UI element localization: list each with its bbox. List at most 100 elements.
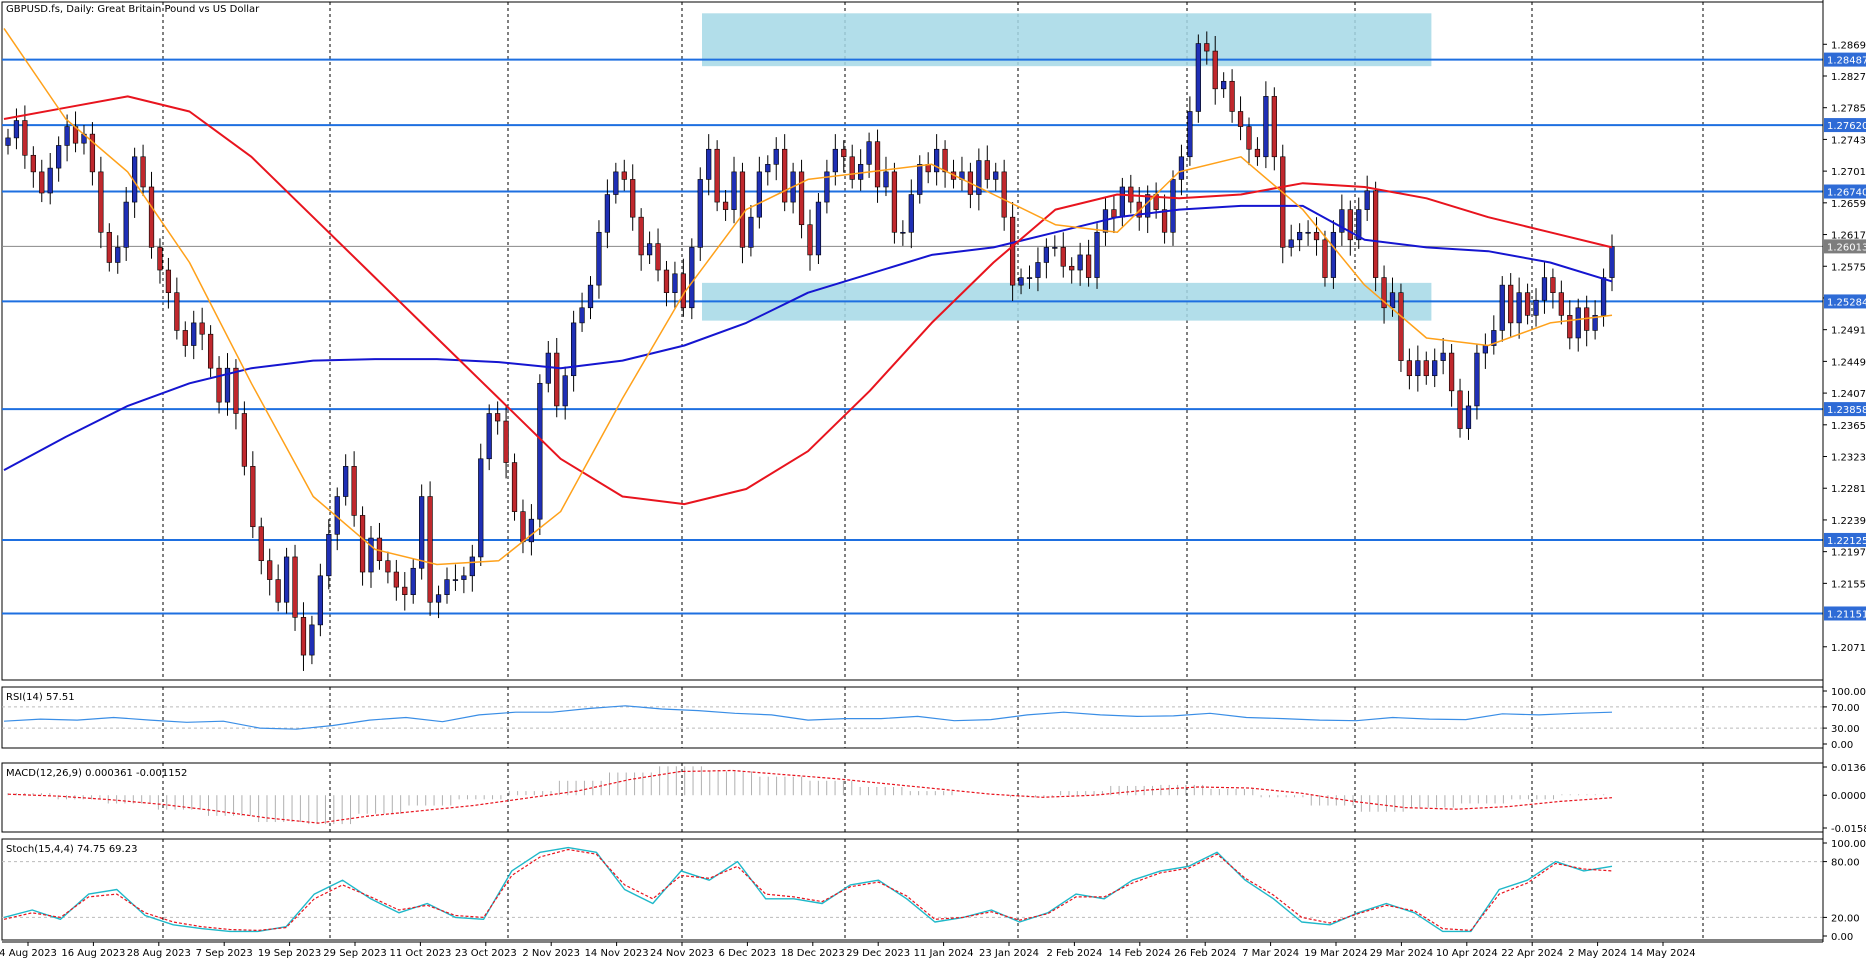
current-price-label: 1.26013: [1827, 242, 1866, 253]
macd-panel[interactable]: 0.013681 0.000000 -0.015894: [1, 762, 1866, 835]
bear-candle: [39, 171, 45, 194]
bear-candle: [1237, 111, 1244, 127]
bull-candle: [1221, 80, 1227, 90]
price-tick-label: 1.26170: [1831, 231, 1866, 242]
price-tick-label: 1.27430: [1831, 135, 1866, 146]
bull-candle: [478, 458, 484, 558]
bull-candle: [1533, 299, 1539, 316]
bear-candle: [739, 171, 746, 248]
bull-candle: [908, 194, 914, 233]
bear-candle: [140, 156, 146, 188]
bull-candle: [773, 148, 779, 165]
bull-candle: [1491, 330, 1497, 346]
level-price-label: 1.21151: [1827, 609, 1866, 620]
supply-demand-zone: [702, 13, 1432, 67]
level-price-label: 1.26740: [1827, 188, 1866, 199]
bull-candle: [1035, 262, 1041, 278]
bull-candle: [5, 137, 11, 146]
bear-candle: [1313, 231, 1320, 241]
bear-candle: [174, 292, 180, 331]
bull-candle: [579, 307, 585, 324]
bull-candle: [748, 216, 754, 248]
bear-candle: [393, 571, 399, 588]
bear-candle: [1161, 209, 1168, 233]
time-label: 22 Apr 2024: [1501, 948, 1563, 959]
stochastic-label: Stoch(15,4,4) 74.75 69.23: [6, 844, 137, 855]
time-label: 28 Aug 2023: [127, 948, 191, 959]
bear-candle: [1280, 156, 1286, 248]
indicator-tick-label: 0.00: [1831, 932, 1853, 943]
time-label: 19 Mar 2024: [1304, 948, 1367, 959]
bull-candle: [1018, 277, 1024, 286]
bear-candle: [216, 367, 222, 403]
bull-candle: [1482, 345, 1488, 354]
bull-candle: [1094, 231, 1100, 278]
bull-candle: [191, 322, 197, 346]
bear-candle: [22, 120, 28, 156]
bear-candle: [807, 224, 813, 256]
rsi-label: RSI(14) 57.51: [6, 692, 75, 703]
bear-candle: [250, 466, 256, 528]
stochastic-main-line: [3, 846, 1613, 933]
bull-candle: [1305, 231, 1311, 234]
bear-candle: [503, 420, 509, 463]
bear-candle: [1567, 315, 1573, 339]
bull-candle: [1170, 179, 1176, 233]
bull-candle: [1077, 254, 1083, 271]
bull-candle: [1516, 292, 1522, 324]
bear-candle: [165, 269, 172, 293]
bull-candle: [866, 141, 872, 165]
stochastic-panel[interactable]: 100.00 80.00 20.00 0.00: [1, 838, 1866, 943]
level-price-label: 1.27620: [1827, 121, 1866, 132]
bear-candle: [655, 243, 661, 271]
time-label: 2 May 2024: [1568, 948, 1627, 959]
bull-candle: [1119, 186, 1125, 218]
bull-candle: [545, 352, 551, 384]
level-price-tag: [1824, 402, 1866, 417]
macd-signal-line: [7, 769, 1613, 824]
indicator-tick-label: 70.00: [1831, 703, 1860, 714]
bull-candle: [537, 382, 543, 520]
bull-candle: [64, 126, 70, 146]
bear-candle: [722, 201, 729, 210]
price-tick-label: 1.23230: [1831, 453, 1866, 464]
time-label: 18 Dec 2023: [781, 948, 845, 959]
bear-candle: [1060, 247, 1066, 267]
bull-candle: [697, 179, 703, 248]
bear-candle: [1254, 148, 1261, 158]
bull-candle: [1474, 352, 1480, 407]
bear-candle: [984, 160, 990, 180]
bull-candle: [47, 167, 53, 194]
bull-candle: [410, 567, 416, 595]
bear-candle: [1069, 265, 1075, 271]
bull-candle: [1432, 360, 1438, 377]
price-tick-label: 1.20710: [1831, 643, 1866, 654]
bull-candle: [562, 375, 568, 407]
time-label: 29 Mar 2024: [1370, 948, 1433, 959]
bull-candle: [1026, 277, 1033, 279]
bull-candle: [1195, 43, 1201, 112]
moving-average-fast: [3, 27, 1613, 566]
bull-candle: [1389, 292, 1396, 309]
bear-candle: [258, 526, 264, 562]
bull-candle: [452, 579, 459, 581]
bear-candle: [98, 171, 104, 233]
bear-candle: [891, 171, 898, 233]
bull-candle: [326, 533, 332, 577]
price-tick-label: 1.22390: [1831, 516, 1866, 527]
bull-candle: [1600, 277, 1607, 316]
bull-candle: [469, 556, 475, 577]
bull-candle: [824, 171, 830, 203]
bull-candle: [1499, 284, 1505, 331]
time-label: 11 Oct 2023: [389, 948, 451, 959]
price-tick-label: 1.27010: [1831, 167, 1866, 178]
price-panel[interactable]: 1.28690 1.28270 1.27850 1.27430 1.27010 1.265…: [1, 1, 1866, 940]
indicator-tick-label: 20.00: [1831, 913, 1860, 924]
bull-candle: [115, 247, 121, 263]
price-tick-label: 1.27850: [1831, 104, 1866, 115]
bear-candle: [798, 171, 805, 226]
bear-candle: [1550, 277, 1556, 293]
bear-candle: [1009, 216, 1016, 286]
rsi-panel[interactable]: 100.00 70.00 30.00 0.00: [1, 686, 1866, 751]
bull-candle: [570, 322, 577, 377]
